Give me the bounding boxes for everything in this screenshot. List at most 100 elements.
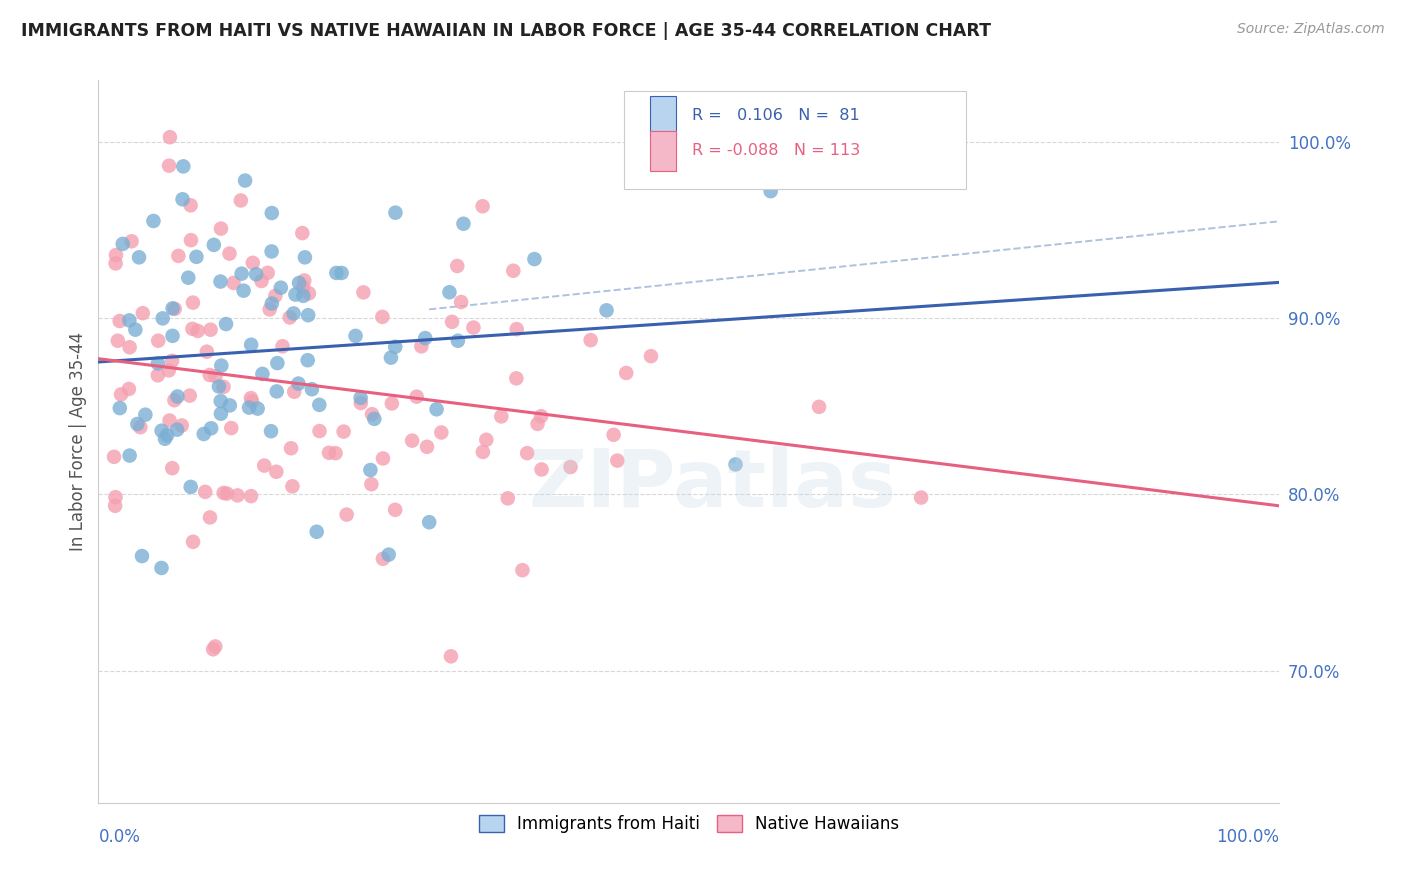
Point	[226, 488, 249, 502]
Point	[384, 503, 406, 517]
Point	[163, 301, 186, 316]
Point	[413, 331, 436, 345]
Point	[297, 308, 319, 322]
Point	[180, 198, 202, 212]
Point	[104, 499, 127, 513]
Point	[194, 484, 217, 499]
Point	[150, 561, 173, 575]
Point	[152, 311, 174, 326]
Point	[159, 413, 181, 427]
Point	[156, 428, 179, 442]
Point	[505, 322, 527, 336]
Point	[371, 451, 394, 466]
Point	[186, 250, 208, 264]
Text: 0.0%: 0.0%	[98, 828, 141, 847]
Point	[204, 369, 226, 384]
Point	[330, 266, 353, 280]
Point	[128, 250, 150, 264]
Point	[118, 313, 141, 327]
Point	[218, 246, 240, 260]
Point	[170, 418, 193, 433]
Point	[332, 425, 354, 439]
FancyBboxPatch shape	[624, 91, 966, 189]
Point	[233, 173, 256, 187]
Point	[260, 206, 283, 220]
Point	[336, 508, 359, 522]
Point	[260, 244, 283, 259]
Point	[579, 333, 602, 347]
Point	[441, 315, 464, 329]
Point	[606, 453, 628, 467]
Point	[287, 376, 309, 391]
Point	[111, 236, 134, 251]
Point	[298, 286, 321, 301]
Point	[418, 515, 440, 529]
Point	[526, 417, 548, 431]
Point	[229, 194, 252, 208]
Point	[222, 276, 245, 290]
Point	[180, 233, 202, 247]
Point	[284, 287, 307, 301]
Point	[301, 382, 323, 396]
Point	[640, 349, 662, 363]
Point	[129, 420, 152, 434]
Point	[259, 302, 281, 317]
Point	[453, 217, 475, 231]
Point	[250, 274, 273, 288]
Point	[283, 306, 305, 320]
Point	[209, 221, 232, 235]
Point	[142, 214, 165, 228]
Point	[297, 353, 319, 368]
Point	[148, 334, 170, 348]
Point	[200, 421, 222, 435]
Point	[471, 445, 494, 459]
Point	[512, 563, 534, 577]
Point	[614, 366, 637, 380]
Point	[491, 409, 513, 424]
Point	[146, 356, 169, 370]
Point	[132, 306, 155, 320]
Point	[219, 421, 242, 435]
Point	[308, 424, 330, 438]
Point	[104, 490, 127, 504]
Point	[172, 192, 194, 206]
Point	[110, 387, 132, 401]
Point	[350, 396, 373, 410]
Point	[103, 450, 125, 464]
Point	[308, 398, 330, 412]
Point	[212, 486, 235, 500]
Point	[305, 524, 328, 539]
Point	[281, 479, 304, 493]
Point	[108, 314, 131, 328]
Point	[292, 280, 315, 294]
Point	[447, 334, 470, 348]
Point	[202, 642, 225, 657]
Point	[278, 310, 301, 325]
Point	[759, 184, 782, 198]
Point	[104, 248, 127, 262]
Point	[179, 389, 201, 403]
Point	[349, 391, 371, 405]
Point	[209, 275, 232, 289]
Point	[371, 310, 394, 324]
Point	[270, 281, 292, 295]
Point	[162, 329, 184, 343]
Point	[163, 393, 186, 408]
Point	[288, 276, 311, 290]
Point	[271, 339, 294, 353]
Text: R =   0.106   N =  81: R = 0.106 N = 81	[693, 108, 860, 123]
Point	[292, 273, 315, 287]
Point	[294, 250, 316, 264]
Point	[283, 384, 305, 399]
Point	[808, 400, 831, 414]
Point	[450, 295, 472, 310]
Point	[530, 409, 553, 424]
Point	[239, 391, 262, 405]
Point	[446, 259, 468, 273]
Point	[195, 344, 218, 359]
Point	[160, 354, 183, 368]
Point	[260, 296, 283, 310]
Point	[252, 367, 274, 381]
Point	[146, 368, 169, 383]
Point	[264, 289, 287, 303]
